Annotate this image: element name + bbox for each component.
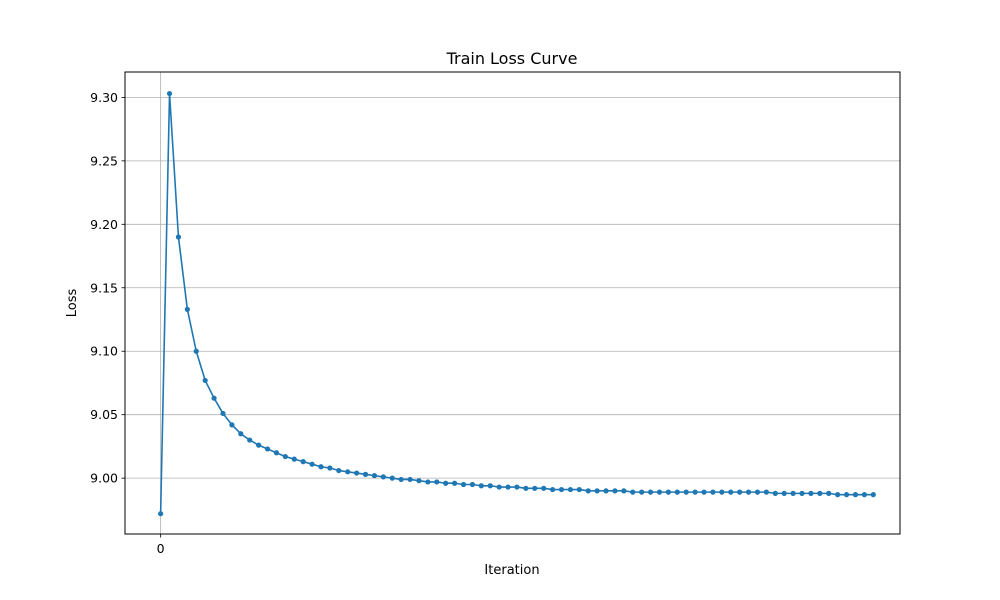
data-point [603, 488, 609, 494]
data-point [487, 483, 493, 489]
data-point [532, 485, 538, 491]
y-tick-label: 9.30 [90, 90, 118, 105]
data-point [835, 492, 841, 498]
data-point [336, 467, 342, 474]
data-point [656, 489, 663, 495]
x-tick-label: 0 [157, 541, 165, 556]
data-point [692, 489, 698, 495]
data-point [158, 511, 164, 517]
data-point [238, 431, 244, 437]
data-point [826, 490, 832, 496]
data-point [567, 486, 574, 493]
data-point [683, 489, 689, 495]
data-point [443, 480, 449, 486]
data-point [478, 483, 484, 489]
x-axis-ticks: 0 [157, 534, 165, 556]
data-point [585, 488, 591, 494]
data-point [256, 442, 262, 448]
data-point [719, 489, 725, 495]
data-point [549, 486, 556, 493]
data-point [852, 492, 859, 498]
data-point [817, 490, 823, 496]
data-point [745, 489, 752, 495]
y-tick-label: 9.20 [90, 217, 118, 232]
data-point [763, 489, 769, 495]
series-layer [158, 90, 876, 517]
data-point [737, 489, 743, 495]
data-point [398, 476, 404, 483]
data-point [674, 489, 680, 495]
data-point [264, 446, 271, 452]
y-axis-ticks: 9.00 9.05 9.10 9.15 9.20 9.25 9.30 [90, 90, 125, 486]
data-point [665, 489, 671, 495]
data-point [799, 490, 805, 496]
data-point [202, 377, 208, 384]
data-point [166, 90, 173, 97]
data-point [541, 485, 547, 491]
data-point [318, 464, 324, 470]
data-point [469, 481, 476, 488]
data-point [496, 484, 502, 490]
data-point [291, 456, 297, 462]
data-point [380, 474, 386, 480]
data-point [273, 450, 280, 456]
data-point [211, 395, 217, 401]
data-point [247, 437, 253, 443]
data-point [594, 488, 600, 494]
data-point [647, 489, 654, 495]
data-point [220, 410, 226, 417]
y-tick-label: 9.10 [90, 344, 118, 359]
data-point [193, 348, 199, 354]
data-point [282, 453, 288, 460]
data-point [870, 492, 876, 498]
data-point [327, 465, 333, 471]
x-axis-label: Iteration [484, 563, 539, 578]
data-point [710, 489, 716, 495]
data-point [362, 471, 369, 477]
data-point [389, 475, 395, 481]
data-point [612, 488, 618, 494]
data-point [434, 479, 440, 485]
plot-area-frame [124, 71, 901, 535]
data-point [728, 489, 734, 495]
data-point [781, 490, 787, 496]
data-point [639, 489, 645, 495]
data-point [184, 306, 190, 312]
data-point [452, 480, 458, 486]
data-point [229, 422, 235, 428]
data-point [354, 470, 360, 476]
data-point [514, 484, 520, 490]
data-point [630, 489, 636, 495]
data-point [309, 461, 315, 467]
data-point [371, 473, 378, 479]
data-point [772, 490, 778, 496]
grid-lines [125, 72, 900, 534]
y-tick-label: 9.05 [90, 407, 118, 422]
y-tick-label: 9.00 [90, 471, 118, 486]
data-point [407, 476, 413, 483]
y-axis-label: Loss [65, 289, 80, 318]
data-point [558, 486, 565, 493]
data-point [808, 490, 814, 496]
y-tick-label: 9.25 [90, 153, 118, 168]
data-point [425, 479, 431, 485]
data-point [754, 489, 761, 495]
y-tick-label: 9.15 [90, 280, 118, 295]
data-point [861, 492, 867, 498]
data-point [701, 489, 707, 495]
data-point [523, 485, 529, 491]
data-point [175, 234, 182, 240]
data-point [505, 484, 511, 490]
data-point [345, 469, 351, 475]
data-point [460, 481, 467, 488]
data-point [790, 490, 796, 496]
data-point [843, 492, 850, 498]
chart-title: Train Loss Curve [446, 49, 578, 68]
data-point [621, 488, 627, 494]
data-point [576, 486, 582, 493]
data-point [416, 478, 422, 484]
data-point [300, 459, 306, 465]
